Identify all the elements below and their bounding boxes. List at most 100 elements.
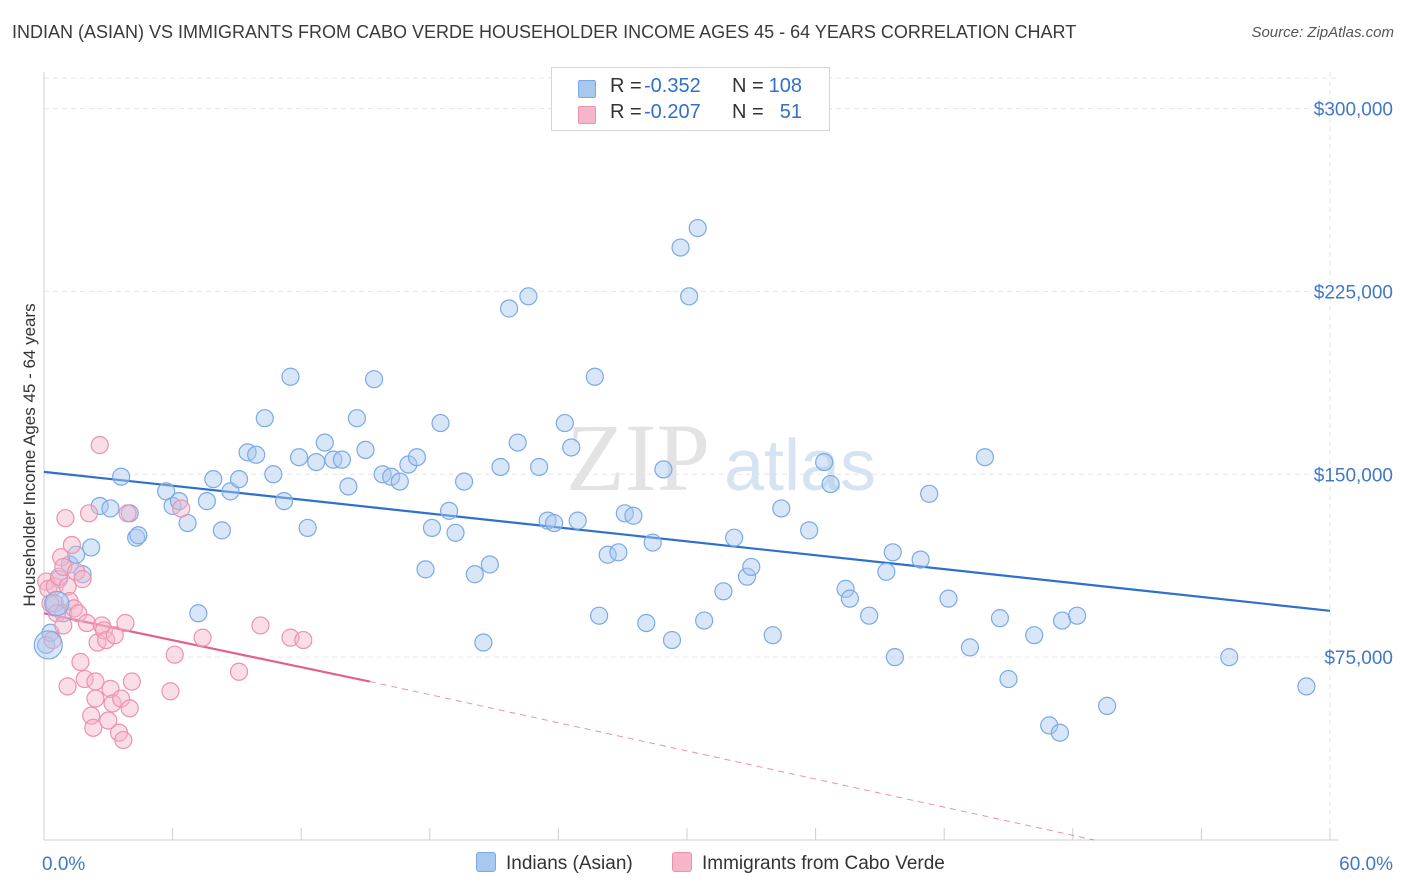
point-indians	[920, 484, 939, 503]
point-cabo-verde	[120, 699, 139, 718]
point-indians	[407, 448, 427, 467]
point-indians	[356, 440, 375, 460]
point-indians	[860, 606, 879, 625]
point-cabo-verde	[58, 677, 77, 696]
y-axis-title: Householder Income Ages 45 - 64 years	[20, 303, 39, 607]
point-cabo-verde	[229, 662, 249, 681]
legend-r-value: -0.352	[644, 75, 701, 97]
watermark-zip: ZIP	[566, 404, 710, 511]
point-indians	[725, 528, 744, 547]
point-indians	[127, 528, 146, 547]
point-indians	[911, 550, 930, 569]
legend-n-label: N =	[732, 75, 764, 97]
point-indians	[44, 590, 70, 617]
point-indians	[347, 409, 367, 428]
point-indians	[695, 611, 714, 630]
y-tick-label: $150,000	[1314, 465, 1393, 486]
legend-r-value: -0.207	[644, 101, 701, 123]
bottom-legend-cabo-verde: Immigrants from Cabo Verde	[672, 852, 945, 875]
point-indians	[688, 218, 707, 238]
point-indians	[382, 467, 401, 486]
point-cabo-verde	[45, 577, 64, 596]
point-indians	[1067, 606, 1087, 625]
point-cabo-verde	[161, 682, 180, 701]
point-indians	[169, 492, 189, 511]
point-indians	[815, 452, 834, 472]
point-indians	[82, 538, 101, 557]
legend-n-value: 51	[779, 101, 802, 123]
point-indians	[1040, 716, 1059, 735]
legend-r-label: R =	[610, 101, 642, 123]
point-indians	[737, 567, 757, 586]
point-indians	[264, 465, 283, 484]
point-indians	[289, 448, 309, 467]
point-indians	[416, 560, 435, 579]
point-indians	[491, 457, 510, 477]
point-cabo-verde	[114, 730, 133, 750]
point-indians	[197, 492, 216, 511]
grid-layer	[44, 72, 1338, 840]
point-indians	[508, 433, 527, 452]
point-indians	[555, 413, 574, 433]
point-indians	[609, 543, 628, 562]
point-cabo-verde	[118, 504, 137, 523]
point-indians	[364, 370, 384, 389]
point-indians	[212, 521, 231, 540]
point-indians	[883, 543, 902, 562]
point-indians	[465, 565, 484, 584]
axis-layer	[43, 72, 1338, 841]
point-indians	[568, 511, 587, 530]
tick-labels: $75,000 $150,000 $225,000 $300,000 0.0% 60.0%	[42, 100, 1393, 875]
point-cabo-verde	[193, 628, 212, 647]
correlation-legend: R = -0.352 N = 108 R = -0.207 N = 51	[551, 67, 830, 131]
legend-n-value: 108	[768, 75, 802, 97]
trend-line-indians	[43, 470, 1331, 612]
bottom-legend-indians: Indians (Asian)	[476, 852, 633, 875]
bottom-legend-label-indians: Indians (Asian)	[506, 853, 633, 874]
point-indians	[1050, 723, 1070, 742]
point-indians	[939, 589, 958, 608]
chart-source: Source: ZipAtlas.com	[1251, 24, 1394, 41]
point-cabo-verde	[122, 672, 141, 691]
point-indians	[90, 496, 109, 516]
point-cabo-verde	[294, 630, 313, 650]
point-indians	[990, 609, 1010, 628]
point-cabo-verde	[90, 435, 109, 455]
legend-swatch-cabo-verde	[578, 106, 596, 124]
point-indians	[598, 545, 617, 564]
point-indians	[742, 557, 761, 577]
chart-title: INDIAN (ASIAN) VS IMMIGRANTS FROM CABO V…	[12, 22, 1077, 42]
watermark: ZIP atlas	[566, 404, 876, 511]
point-indians	[999, 669, 1018, 689]
point-cabo-verde	[99, 711, 118, 730]
point-indians	[836, 579, 855, 598]
bottom-legend-swatch-cabo-verde	[672, 852, 692, 872]
point-cabo-verde	[71, 652, 90, 672]
bottom-legend-label-cabo-verde: Immigrants from Cabo Verde	[702, 853, 945, 874]
point-cabo-verde	[79, 504, 99, 523]
point-cabo-verde	[97, 630, 116, 650]
point-cabo-verde	[105, 626, 124, 645]
point-indians	[204, 470, 223, 489]
point-indians	[422, 518, 442, 538]
point-indians	[654, 460, 673, 479]
point-indians	[643, 533, 662, 552]
point-indians	[545, 513, 564, 533]
point-indians	[960, 638, 980, 657]
y-tick-label: $75,000	[1324, 648, 1393, 669]
point-indians	[454, 472, 474, 491]
point-indians	[975, 448, 995, 467]
point-indians	[129, 526, 148, 545]
point-cabo-verde	[165, 645, 184, 664]
x-tick-label-max: 60.0%	[1339, 854, 1393, 875]
watermark-atlas: atlas	[724, 426, 876, 506]
point-indians	[530, 457, 549, 477]
point-indians	[585, 367, 604, 386]
point-indians	[332, 450, 352, 469]
point-indians	[877, 562, 896, 581]
point-indians	[112, 467, 131, 486]
point-indians	[519, 287, 538, 306]
point-cabo-verde	[103, 694, 122, 713]
point-indians	[680, 287, 699, 306]
point-indians	[229, 470, 249, 489]
